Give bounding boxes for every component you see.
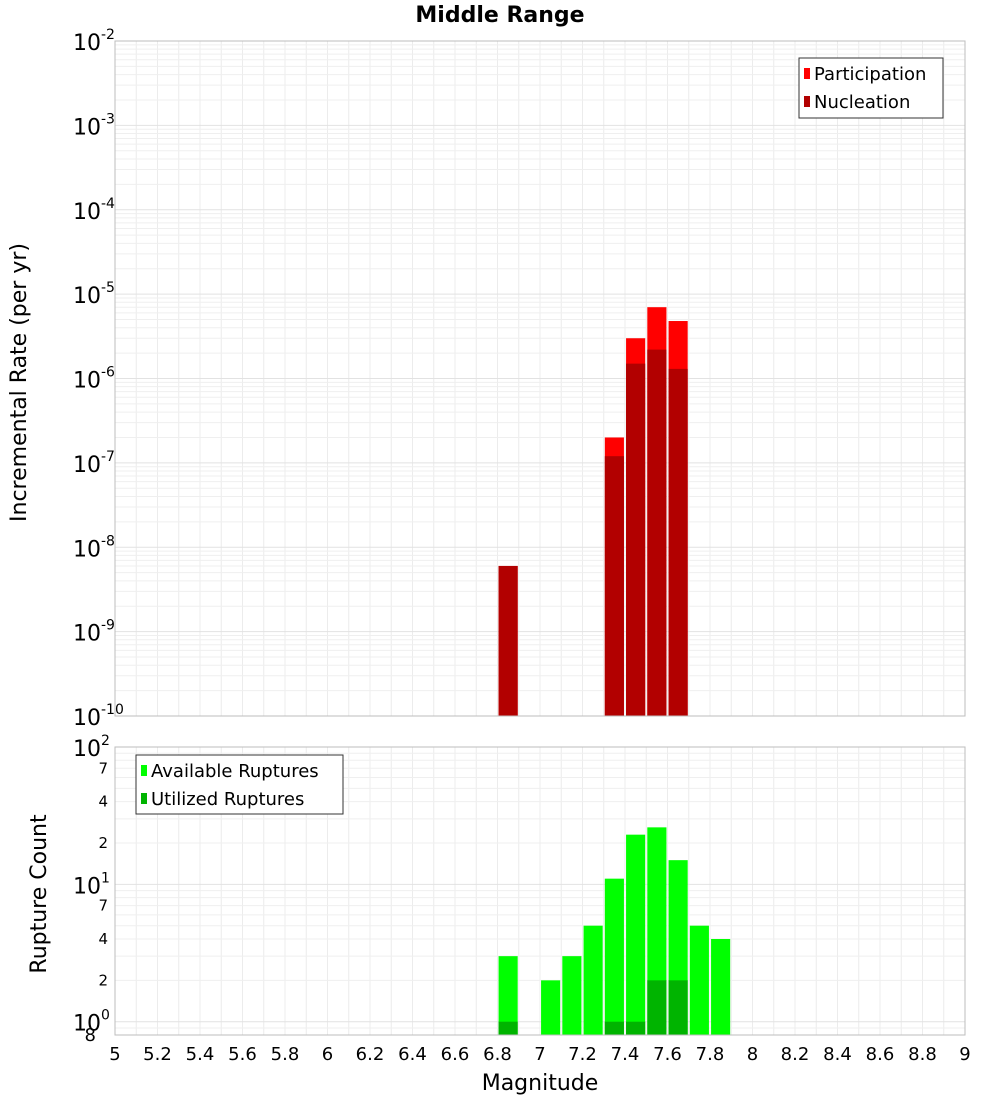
count-y-minor-tick-label: 4 bbox=[98, 793, 108, 811]
x-tick-label: 8.6 bbox=[866, 1044, 895, 1065]
x-axis-label: Magnitude bbox=[482, 1071, 599, 1096]
legend-label-available-ruptures: Available Ruptures bbox=[151, 761, 319, 782]
bar-available-ruptures-7_25 bbox=[583, 925, 603, 1035]
count-y-tick-label: 101 bbox=[73, 870, 110, 899]
bar-available-ruptures-6_85 bbox=[498, 956, 518, 1035]
x-tick-label: 5.6 bbox=[228, 1044, 257, 1065]
count-legend: Available Ruptures Utilized Ruptures bbox=[135, 754, 344, 815]
legend-swatch-available-ruptures bbox=[141, 765, 147, 776]
x-tick-label: 8 bbox=[747, 1044, 758, 1065]
count-y-minor-tick-label: 2 bbox=[98, 971, 108, 989]
count-plot-frame bbox=[114, 746, 966, 1036]
legend-swatch-nucleation bbox=[804, 96, 810, 107]
x-tick-label: 6 bbox=[322, 1044, 333, 1065]
rate-y-tick-label: 10-9 bbox=[73, 618, 115, 647]
legend-label-utilized-ruptures: Utilized Ruptures bbox=[151, 789, 304, 810]
x-tick-label: 8.2 bbox=[781, 1044, 810, 1065]
legend-box bbox=[135, 754, 344, 815]
bar-available-ruptures-7_15 bbox=[562, 956, 582, 1035]
bar-available-ruptures-7_35 bbox=[604, 878, 624, 1035]
rate-y-tick-label: 10-3 bbox=[73, 111, 115, 140]
bar-available-ruptures-7_05 bbox=[541, 980, 561, 1035]
rate-y-ticks: 10-10 10-9 10-8 10-7 10-6 10-5 10-4 10-3 10-2 bbox=[73, 27, 124, 731]
bar-utilized-ruptures-7_55 bbox=[647, 980, 667, 1035]
x-tick-label: 6.2 bbox=[356, 1044, 385, 1065]
count-y-ticks: 100 101 102 8 2 4 7 2 4 7 bbox=[73, 733, 110, 1046]
bar-utilized-ruptures-7_65 bbox=[668, 980, 688, 1035]
chart-title: Middle Range bbox=[415, 3, 584, 28]
rate-grid bbox=[114, 41, 966, 717]
x-tick-label: 7.4 bbox=[611, 1044, 640, 1065]
x-tick-label: 7.6 bbox=[653, 1044, 682, 1065]
rate-bars bbox=[498, 307, 688, 716]
rate-legend: Participation Nucleation bbox=[798, 57, 944, 119]
x-tick-label: 7 bbox=[534, 1044, 545, 1065]
legend-swatch-participation bbox=[804, 68, 810, 79]
bar-available-ruptures-7_45 bbox=[626, 834, 646, 1035]
bar-utilized-ruptures-7_35 bbox=[604, 1021, 624, 1035]
rate-y-tick-label: 10-6 bbox=[73, 365, 115, 394]
x-tick-label: 5.4 bbox=[186, 1044, 215, 1065]
bar-nucleation-7_65 bbox=[668, 368, 688, 716]
count-y-minor-tick-label: 4 bbox=[98, 930, 108, 948]
legend-label-participation: Participation bbox=[814, 64, 926, 85]
rate-y-tick-label: 10-2 bbox=[73, 27, 115, 56]
bar-available-ruptures-7_85 bbox=[711, 939, 731, 1035]
rate-y-tick-label: 10-7 bbox=[73, 449, 115, 478]
count-y-minor-tick-label: 8 bbox=[85, 1025, 96, 1046]
legend-swatch-utilized-ruptures bbox=[141, 793, 147, 804]
bar-nucleation-7_35 bbox=[604, 456, 624, 716]
rate-y-axis-label: Incremental Rate (per yr) bbox=[7, 243, 32, 522]
count-y-tick-label: 102 bbox=[73, 733, 110, 762]
x-tick-label: 7.2 bbox=[568, 1044, 597, 1065]
x-tick-label: 5.2 bbox=[143, 1044, 172, 1065]
count-y-axis-label: Rupture Count bbox=[27, 814, 52, 974]
x-tick-label: 5 bbox=[109, 1044, 120, 1065]
bar-nucleation-6_85 bbox=[498, 565, 518, 716]
x-tick-label: 7.8 bbox=[696, 1044, 725, 1065]
count-y-tick-label: 100 bbox=[73, 1008, 110, 1037]
bar-utilized-ruptures-7_45 bbox=[626, 1021, 646, 1035]
bar-available-ruptures-7_75 bbox=[689, 925, 709, 1035]
x-tick-label: 8.4 bbox=[823, 1044, 852, 1065]
count-bars bbox=[498, 827, 731, 1035]
count-y-minor-tick-label: 7 bbox=[98, 897, 108, 915]
legend-label-nucleation: Nucleation bbox=[814, 92, 910, 113]
bar-nucleation-7_45 bbox=[626, 363, 646, 716]
rate-y-tick-label: 10-4 bbox=[73, 196, 115, 225]
rate-plot-frame bbox=[114, 40, 966, 717]
rate-y-tick-label: 10-5 bbox=[73, 280, 115, 309]
x-tick-label: 6.6 bbox=[441, 1044, 470, 1065]
x-tick-label: 6.8 bbox=[483, 1044, 512, 1065]
rate-panel: 10-10 10-9 10-8 10-7 10-6 10-5 10-4 10-3 10-2 Pa… bbox=[7, 27, 966, 731]
bar-utilized-ruptures-6_85 bbox=[498, 1021, 518, 1035]
bar-nucleation-7_55 bbox=[647, 349, 667, 716]
x-tick-label: 6.4 bbox=[398, 1044, 427, 1065]
count-y-minor-tick-label: 7 bbox=[98, 759, 108, 777]
rate-y-tick-label: 10-8 bbox=[73, 533, 115, 562]
legend-box bbox=[798, 57, 944, 119]
rate-y-tick-label: 10-10 bbox=[73, 702, 124, 731]
x-tick-label: 8.8 bbox=[908, 1044, 937, 1065]
count-panel: 100 101 102 8 2 4 7 2 4 7 Available Ruptures Utili… bbox=[27, 733, 966, 1046]
count-y-minor-tick-label: 2 bbox=[98, 834, 108, 852]
x-tick-label: 9 bbox=[959, 1044, 970, 1065]
x-axis-ticks: 5 5.2 5.4 5.6 5.8 6 6.2 6.4 6.6 6.8 7 7.2 7.4 7.6 7.8 8… bbox=[109, 1044, 970, 1065]
x-tick-label: 5.8 bbox=[271, 1044, 300, 1065]
